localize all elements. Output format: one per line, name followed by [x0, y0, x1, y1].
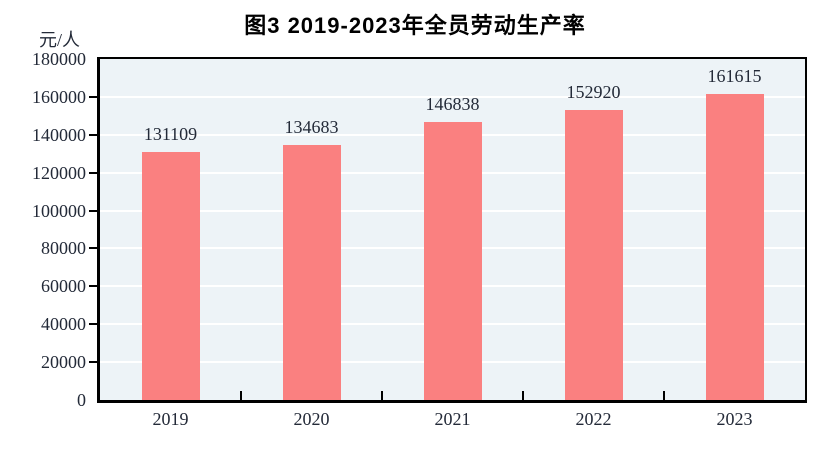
- bar-value-label-2019: 131109: [143, 123, 198, 144]
- bar-2019: [141, 151, 200, 400]
- x-axis-tick: [381, 391, 383, 400]
- chart-title: 图3 2019-2023年全员劳动生产率: [244, 13, 586, 38]
- y-axis-label-80000: 80000: [41, 238, 86, 259]
- plot-inner: 131109 134683 146838 152920 161615: [100, 59, 805, 400]
- y-axis-label-120000: 120000: [32, 162, 86, 183]
- y-axis-tick: [89, 209, 97, 212]
- y-axis-label-20000: 20000: [41, 352, 86, 373]
- x-axis-label-2021: 2021: [434, 409, 471, 429]
- bar-2020: [282, 144, 341, 400]
- bar-value-label-2020: 134683: [284, 116, 339, 137]
- y-axis-label-60000: 60000: [41, 276, 86, 297]
- bar-2022: [564, 110, 623, 400]
- y-axis-tick: [89, 95, 97, 98]
- y-axis-tick: [89, 323, 97, 326]
- y-axis-label-140000: 140000: [32, 124, 86, 145]
- y-axis-tick: [89, 361, 97, 364]
- y-axis-tick: [89, 285, 97, 288]
- x-axis-tick: [663, 391, 665, 400]
- bar-value-label-2022: 152920: [566, 82, 621, 103]
- bar-value-label-2023: 161615: [707, 65, 762, 86]
- bar-value-label-2021: 146838: [425, 93, 480, 114]
- bar-2021: [423, 121, 482, 400]
- x-axis-label-2020: 2020: [293, 409, 330, 429]
- y-axis-label-40000: 40000: [41, 314, 86, 335]
- y-axis-tick: [89, 247, 97, 250]
- y-axis-label-100000: 100000: [32, 200, 86, 221]
- y-axis-label-0: 0: [77, 390, 86, 410]
- y-axis-unit-label: 元/人: [38, 30, 80, 50]
- x-axis-label-2019: 2019: [152, 409, 189, 429]
- gridline-160000: [100, 95, 805, 98]
- x-axis-label-2023: 2023: [716, 409, 753, 429]
- x-axis-label-2022: 2022: [575, 409, 612, 429]
- x-axis-tick: [522, 391, 524, 400]
- bar-2023: [705, 93, 764, 400]
- x-axis-tick: [240, 391, 242, 400]
- y-axis-label-180000: 180000: [32, 49, 86, 69]
- y-axis-tick: [89, 133, 97, 136]
- y-axis-label-160000: 160000: [32, 86, 86, 107]
- plot-area: 131109 134683 146838 152920 161615: [97, 57, 807, 403]
- y-axis-tick: [89, 171, 97, 174]
